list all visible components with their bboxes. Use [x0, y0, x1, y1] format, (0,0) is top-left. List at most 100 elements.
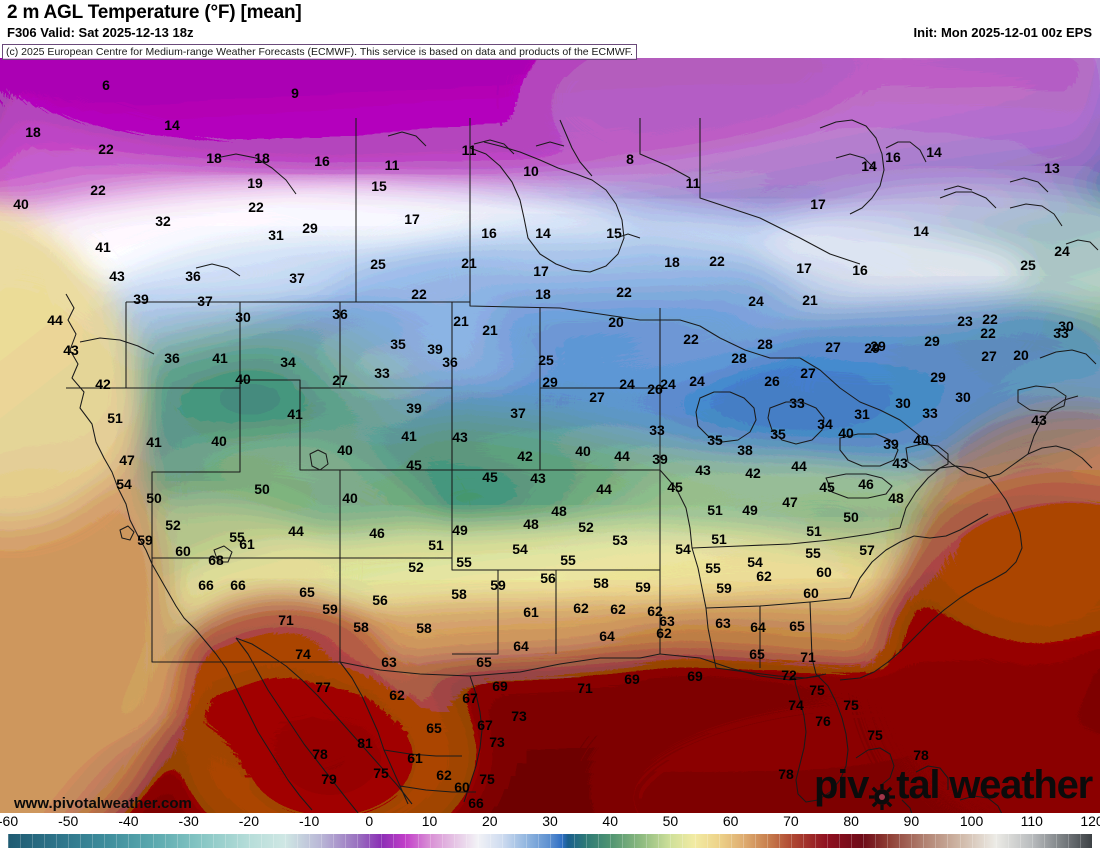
colorbar-band-separator: [562, 834, 564, 848]
colorbar-band-separator: [224, 834, 226, 848]
colorbar-band-separator: [80, 834, 82, 848]
colorbar-band-separator: [586, 834, 588, 848]
colorbar-tick: 70: [783, 813, 799, 829]
colorbar-band-separator: [1079, 834, 1081, 848]
colorbar-band-separator: [911, 834, 913, 848]
colorbar-band-separator: [188, 834, 190, 848]
colorbar-band-separator: [875, 834, 877, 848]
colorbar-tick: 20: [481, 813, 498, 829]
colorbar-band-separator: [200, 834, 202, 848]
colorbar-band-separator: [477, 834, 479, 848]
colorbar-band-separator: [766, 834, 768, 848]
colorbar-band-separator: [983, 834, 985, 848]
colorbar-band-separator: [140, 834, 142, 848]
colorbar-tick: 30: [542, 813, 558, 829]
colorbar-tick: 10: [421, 813, 438, 829]
site-url-watermark: www.pivotalweather.com: [14, 795, 192, 812]
colorbar-band-separator: [863, 834, 865, 848]
colorbar-band-separator: [574, 834, 576, 848]
colorbar-band-separator: [164, 834, 166, 848]
colorbar-tick: 60: [722, 813, 739, 829]
colorbar-band-separator: [658, 834, 660, 848]
colorbar-band-separator: [297, 834, 299, 848]
colorbar-band-separator: [236, 834, 238, 848]
colorbar-tick: -30: [178, 813, 199, 829]
colorbar-band-separator: [501, 834, 503, 848]
colorbar-band-separator: [959, 834, 961, 848]
colorbar-band-separator: [670, 834, 672, 848]
temperature-field-svg: [0, 58, 1100, 813]
colorbar-band-separator: [947, 834, 949, 848]
colorbar-band-separator: [851, 834, 853, 848]
colorbar-tick: -10: [298, 813, 320, 829]
colorbar-band-separator: [321, 834, 323, 848]
colorbar-band-separator: [465, 834, 467, 848]
colorbar-band-separator: [44, 834, 46, 848]
colorbar-band-separator: [971, 834, 973, 848]
colorbar-band-separator: [622, 834, 624, 848]
colorbar-tick: 40: [602, 813, 619, 829]
colorbar-tick: 50: [662, 813, 679, 829]
colorbar-band-separator: [778, 834, 780, 848]
colorbar-tick: 120: [1080, 813, 1100, 829]
colorbar-gradient[interactable]: [8, 834, 1093, 848]
colorbar-band-separator: [610, 834, 612, 848]
map-canvas[interactable]: [0, 58, 1100, 814]
colorbar-band-separator: [1019, 834, 1021, 848]
colorbar-band-separator: [935, 834, 937, 848]
colorbar-tick: -50: [58, 813, 79, 829]
colorbar-band-separator: [814, 834, 816, 848]
colorbar-band-separator: [92, 834, 94, 848]
colorbar-tick: 90: [903, 813, 920, 829]
colorbar-band-separator: [790, 834, 792, 848]
logo-text-right: tal weather: [896, 763, 1093, 807]
colorbar-tick: 100: [959, 813, 984, 829]
colorbar-band-separator: [20, 834, 22, 848]
colorbar-band-separator: [827, 834, 829, 848]
colorbar-legend[interactable]: -60 -50 -40 -30 -20 -10 0 10 20 30 40 50 60 70 80 90 100…: [0, 813, 1100, 850]
logo-text-left: piv: [814, 763, 869, 807]
colorbar-band-separator: [537, 834, 539, 848]
political-boundaries: [65, 118, 1099, 813]
page-title: 2 m AGL Temperature (°F) [mean]: [7, 2, 302, 23]
colorbar-band-separator: [923, 834, 925, 848]
temperature-shading: [0, 58, 1100, 813]
valid-time-label: F306 Valid: Sat 2025-12-13 18z: [7, 25, 194, 40]
colorbar-band-separator: [152, 834, 154, 848]
colorbar-band-separator: [682, 834, 684, 848]
colorbar-band-separator: [1031, 834, 1033, 848]
colorbar-band-separator: [333, 834, 335, 848]
colorbar-band-separator: [646, 834, 648, 848]
colorbar-band-separator: [598, 834, 600, 848]
colorbar-band-separator: [453, 834, 455, 848]
colorbar-band-separator: [839, 834, 841, 848]
colorbar-band-separator: [309, 834, 311, 848]
colorbar-band-separator: [1055, 834, 1057, 848]
gear-icon: [869, 777, 896, 810]
colorbar-band-separator: [393, 834, 395, 848]
colorbar-band-separator: [718, 834, 720, 848]
colorbar-band-separator: [1007, 834, 1009, 848]
colorbar-band-separator: [32, 834, 34, 848]
colorbar-band-separator: [381, 834, 383, 848]
colorbar-band-separator: [272, 834, 274, 848]
colorbar-tick: 0: [365, 813, 374, 829]
colorbar-band-separator: [68, 834, 70, 848]
colorbar-band-separator: [1043, 834, 1045, 848]
colorbar-band-separator: [357, 834, 359, 848]
colorbar-band-separator: [128, 834, 130, 848]
header-bar: 2 m AGL Temperature (°F) [mean] F306 Val…: [0, 0, 1100, 43]
colorbar-band-separator: [260, 834, 262, 848]
colorbar-band-separator: [429, 834, 431, 848]
colorbar-band-separator: [248, 834, 250, 848]
colorbar-band-separator: [285, 834, 287, 848]
colorbar-band-separator: [995, 834, 997, 848]
colorbar-band-separator: [887, 834, 889, 848]
colorbar-band-separator: [417, 834, 419, 848]
colorbar-band-separator: [1092, 834, 1093, 848]
colorbar-band-separator: [176, 834, 178, 848]
colorbar-band-separator: [489, 834, 491, 848]
colorbar-tick: 80: [843, 813, 859, 829]
colorbar-tick: -60: [0, 813, 19, 829]
